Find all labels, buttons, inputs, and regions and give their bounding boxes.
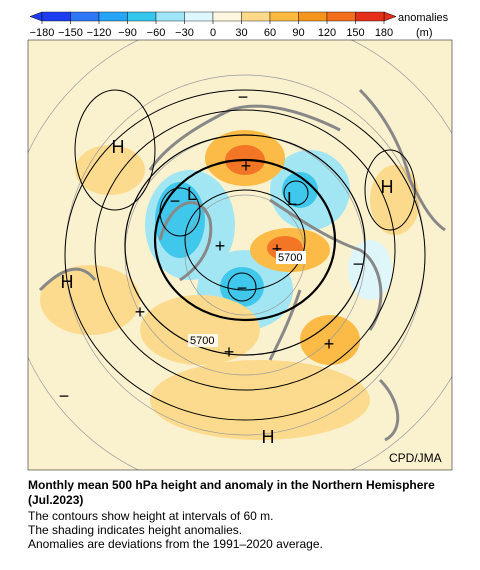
plus-label: + xyxy=(272,239,283,259)
colorbar-segment xyxy=(98,11,128,22)
figure: H L L H H H + + + + + + − − − − − 5700 5… xyxy=(27,11,453,471)
colorbar-tick-label: 30 xyxy=(235,27,247,39)
colorbar-arrow xyxy=(29,11,43,22)
colorbar-tick-label: −90 xyxy=(118,27,137,39)
plus-label: + xyxy=(324,334,335,354)
colorbar-title: anomalies xyxy=(398,12,449,24)
colorbar-segment xyxy=(298,11,328,22)
contour-label: 5700 xyxy=(190,335,214,347)
colorbar-arrow xyxy=(383,11,397,22)
plus-label: + xyxy=(135,302,146,322)
plus-label: + xyxy=(215,236,226,256)
colorbar-tick-label: −180 xyxy=(30,27,55,39)
contour-label: 5700 xyxy=(278,252,302,264)
colorbar-unit: (m) xyxy=(416,27,433,39)
caption-title: Monthly mean 500 hPa height and anomaly … xyxy=(28,478,435,507)
colorbar-segment xyxy=(155,11,185,22)
low-label: L xyxy=(287,189,297,209)
colorbar-segment xyxy=(184,11,214,22)
minus-label: − xyxy=(237,278,248,298)
colorbar-tick-label: 180 xyxy=(375,27,393,39)
colorbar-tick-label: −120 xyxy=(87,27,112,39)
caption-line: The shading indicates height anomalies. xyxy=(28,523,243,537)
map-frame xyxy=(27,39,453,471)
map xyxy=(28,40,452,470)
minus-label: − xyxy=(238,87,249,107)
high-label: H xyxy=(381,177,394,197)
colorbar-segment xyxy=(41,11,71,22)
colorbar: −180 −150 −120 −90 −60 −30 0 30 60 90 120 150 180 xyxy=(29,11,397,39)
low-label: L xyxy=(187,184,197,204)
plus-label: + xyxy=(241,156,252,176)
high-label: H xyxy=(262,427,275,447)
colorbar-segment xyxy=(269,11,299,22)
colorbar-tick-label: −150 xyxy=(58,27,83,39)
contours xyxy=(64,89,426,421)
colorbar-segment xyxy=(355,11,385,22)
colorbar-tick-label: 150 xyxy=(346,27,364,39)
colorbar-segment xyxy=(70,11,100,22)
colorbar-segment xyxy=(241,11,271,22)
minus-label: − xyxy=(353,254,364,274)
coastlines xyxy=(38,88,446,442)
colorbar-tick-label: 60 xyxy=(264,27,276,39)
minus-label: − xyxy=(59,386,70,406)
colorbar-tick-label: 120 xyxy=(318,27,336,39)
colorbar-segment xyxy=(326,11,356,22)
caption-line: The contours show height at intervals of… xyxy=(28,509,274,523)
contour-labels: 5700 5700 xyxy=(188,251,306,347)
colorbar-segment xyxy=(212,11,242,22)
minus-label: − xyxy=(170,191,181,211)
high-label: H xyxy=(61,272,74,292)
high-label: H xyxy=(112,137,125,157)
colorbar-tick-label: 90 xyxy=(292,27,304,39)
colorbar-segment xyxy=(127,11,157,22)
colorbar-tick-label: −30 xyxy=(175,27,194,39)
map-labels: H L L H H H + + + + + + − − − − − xyxy=(59,87,394,447)
caption-line: Anomalies are deviations from the 1991–2… xyxy=(28,537,323,551)
credit: CPD/JMA xyxy=(389,451,442,465)
colorbar-tick-label: 0 xyxy=(210,27,216,39)
colorbar-tick-label: −60 xyxy=(147,27,166,39)
plus-label: + xyxy=(224,342,235,362)
